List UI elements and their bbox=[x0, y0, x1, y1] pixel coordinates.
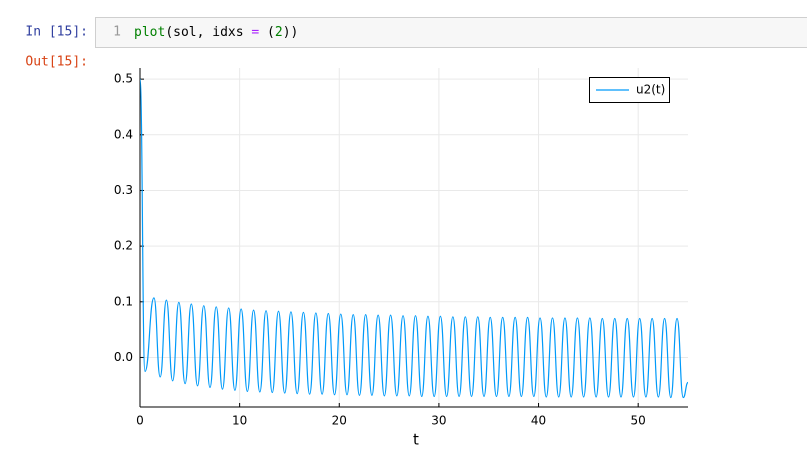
input-cell[interactable] bbox=[95, 17, 807, 48]
x-tick-label: 30 bbox=[431, 414, 446, 428]
code: plot(sol, idxs = (2)) bbox=[134, 25, 298, 40]
y-tick-label: 0.0 bbox=[114, 350, 133, 364]
out-prompt: Out[15]: bbox=[25, 55, 88, 70]
x-axis-label: t bbox=[413, 431, 419, 449]
x-tick-label: 50 bbox=[631, 414, 646, 428]
line-number: 1 bbox=[113, 25, 121, 40]
code-token: ( bbox=[259, 25, 275, 40]
code-token: 2 bbox=[275, 25, 283, 40]
y-tick-label: 0.2 bbox=[114, 239, 133, 253]
y-tick-label: 0.5 bbox=[114, 72, 133, 86]
legend-label: u2(t) bbox=[636, 83, 665, 97]
y-tick-label: 0.3 bbox=[114, 183, 133, 197]
code-token: plot bbox=[134, 25, 165, 40]
chart: 0.0 0.1 0.2 0.3 0.4 0.5 0 10 20 30 40 50 t u2(t) bbox=[114, 68, 689, 449]
x-tick-label: 0 bbox=[136, 414, 144, 428]
data-line bbox=[139, 78, 689, 399]
code-token: )) bbox=[283, 25, 299, 40]
in-prompt: In [15]: bbox=[25, 25, 88, 40]
y-tick-label: 0.1 bbox=[114, 294, 133, 308]
y-tick-label: 0.4 bbox=[114, 127, 133, 141]
x-tick-label: 40 bbox=[531, 414, 546, 428]
code-token: (sol, idxs bbox=[165, 25, 251, 40]
x-tick-label: 10 bbox=[232, 414, 247, 428]
code-token: = bbox=[251, 25, 259, 40]
x-tick-label: 20 bbox=[332, 414, 347, 428]
